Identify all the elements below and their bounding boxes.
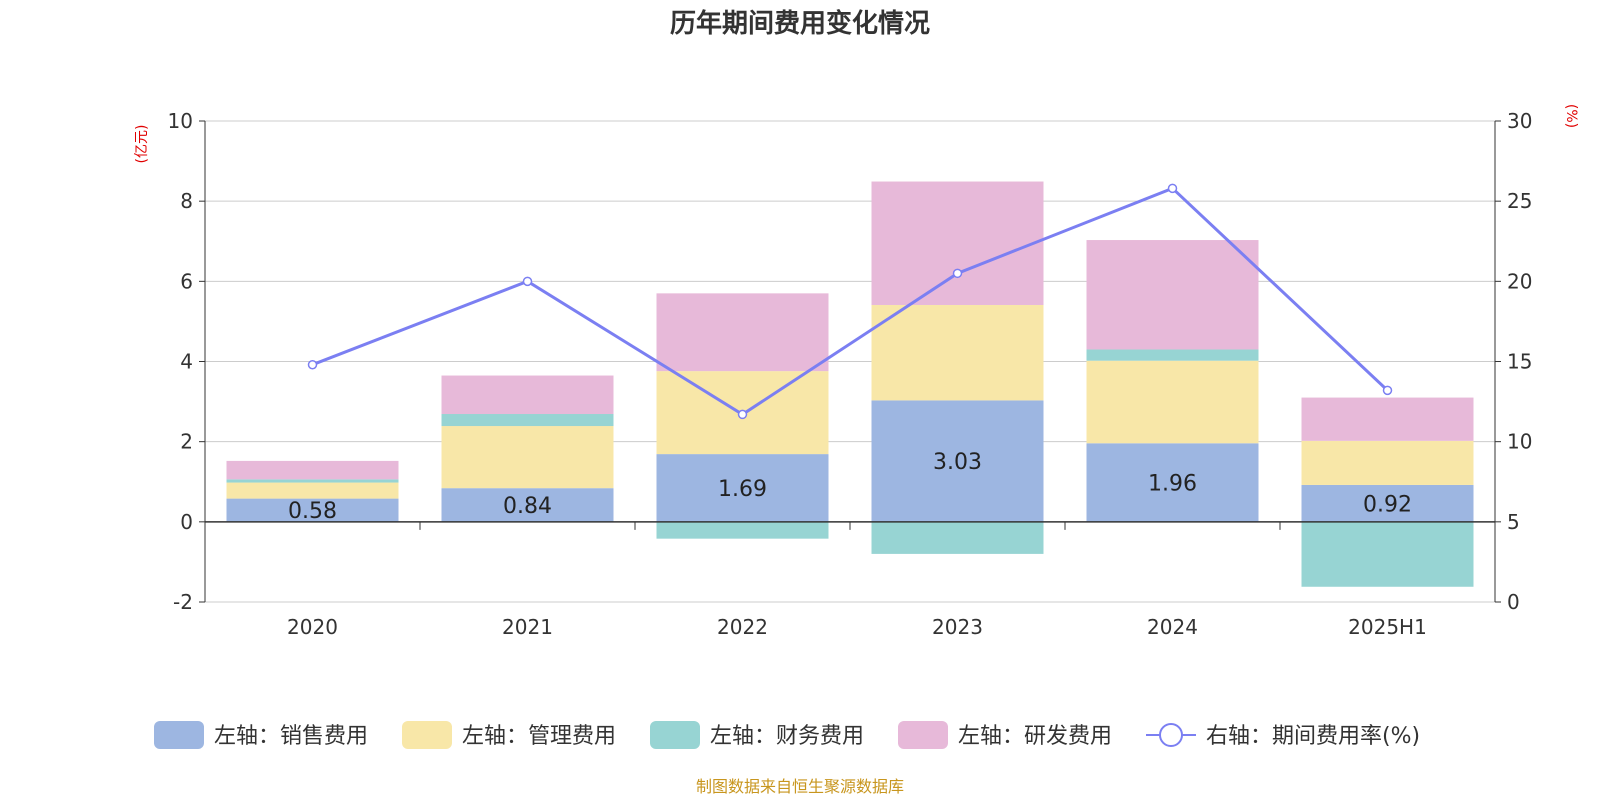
- left-tick-label: 10: [168, 109, 193, 133]
- bar-segment: [656, 521, 829, 539]
- legend: 左轴：销售费用 左轴：管理费用 左轴：财务费用 左轴：研发费用 右轴：期间费用率(%): [154, 721, 1420, 749]
- right-axis-unit: (%): [1563, 104, 1579, 128]
- rate-point: [307, 359, 318, 370]
- category-label: 2020: [287, 615, 338, 639]
- bar-segment: [1301, 397, 1474, 441]
- left-tick-label: 4: [180, 350, 193, 374]
- rate-point: [1167, 183, 1178, 194]
- left-tick-label: 2: [180, 430, 193, 454]
- bar-segment: [871, 521, 1044, 554]
- right-tick-label: 30: [1507, 109, 1532, 133]
- legend-swatch: [650, 721, 700, 749]
- legend-label: 左轴：销售费用: [214, 724, 368, 749]
- bar-segment: [441, 426, 614, 489]
- legend-swatch: [154, 721, 204, 749]
- bar-segment: [441, 488, 614, 522]
- grid-lines: [205, 120, 1495, 603]
- legend-label: 左轴：管理费用: [462, 724, 616, 749]
- bar-segment: [441, 414, 614, 427]
- bar-segment: [441, 375, 614, 415]
- bar-segment: [1086, 240, 1259, 350]
- bar-segment: [1301, 521, 1474, 587]
- bar-value-label: 0.84: [503, 494, 552, 519]
- right-tick-label: 0: [1507, 590, 1520, 614]
- legend-label: 右轴：期间费用率(%): [1206, 724, 1420, 749]
- right-tick-label: 20: [1507, 269, 1532, 293]
- category-label: 2021: [502, 615, 553, 639]
- rate-point: [952, 268, 963, 279]
- bar-value-label: 3.03: [933, 450, 982, 475]
- category-label: 2023: [932, 615, 983, 639]
- source-note: 制图数据来自恒生聚源数据库: [696, 777, 904, 796]
- bar-segment: [871, 304, 1044, 401]
- category-label: 2022: [717, 615, 768, 639]
- rate-point: [1382, 385, 1393, 396]
- bar-segment: [226, 460, 399, 480]
- category-label: 2024: [1147, 615, 1198, 639]
- left-tick-label: -2: [173, 590, 193, 614]
- bar-value-label: 1.96: [1148, 472, 1197, 497]
- right-tick-label: 25: [1507, 189, 1532, 213]
- bar-segment: [1086, 349, 1259, 361]
- bar-segment: [871, 400, 1044, 522]
- bar-segment: [1086, 443, 1259, 522]
- bar-segment: [1301, 484, 1474, 522]
- bar-segment: [656, 454, 829, 522]
- legend-label: 左轴：财务费用: [710, 724, 864, 749]
- rate-line-group: [307, 183, 1393, 420]
- bar-group: [226, 181, 1474, 587]
- left-tick-label: 0: [180, 510, 193, 534]
- axes: -2 0 2 4 6 8 10 0 5 10 15 20 25 30 2020 2021 2022 2023 202…: [168, 109, 1533, 639]
- bar-value-label: 0.58: [288, 499, 337, 524]
- bar-segment: [226, 498, 399, 522]
- bar-segment: [226, 482, 399, 499]
- right-tick-label: 5: [1507, 510, 1520, 534]
- bar-value-label: 0.92: [1363, 492, 1412, 517]
- right-tick-label: 15: [1507, 350, 1532, 374]
- category-label: 2025H1: [1348, 615, 1427, 639]
- bar-segment: [226, 479, 399, 483]
- chart-title: 历年期间费用变化情况: [670, 8, 930, 39]
- rate-point: [737, 409, 748, 420]
- bar-segment: [656, 293, 829, 372]
- data-labels: 0.58 0.84 1.69 3.03 1.96 0.92: [288, 450, 1412, 524]
- bar-segment: [871, 181, 1044, 305]
- left-tick-label: 8: [180, 189, 193, 213]
- legend-label: 左轴：研发费用: [958, 724, 1112, 749]
- bar-segment: [1086, 360, 1259, 444]
- rate-point: [522, 276, 533, 287]
- bar-value-label: 1.69: [718, 477, 767, 502]
- bar-segment: [1301, 440, 1474, 485]
- legend-marker: [1159, 723, 1183, 747]
- legend-swatch: [898, 721, 948, 749]
- legend-swatch: [402, 721, 452, 749]
- rate-line: [311, 186, 1389, 417]
- left-axis-unit: (亿元): [134, 125, 150, 164]
- right-tick-label: 10: [1507, 430, 1532, 454]
- left-tick-label: 6: [180, 269, 193, 293]
